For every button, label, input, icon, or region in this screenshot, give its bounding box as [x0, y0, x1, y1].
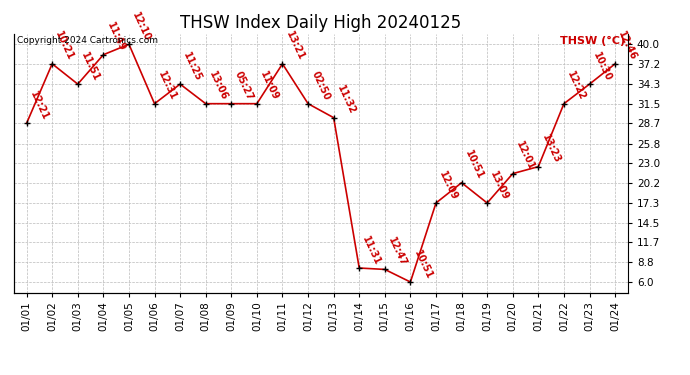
Text: 12:31: 12:31: [156, 70, 178, 102]
Text: 12:09: 12:09: [437, 169, 460, 202]
Text: Copyright 2024 Cartronics.com: Copyright 2024 Cartronics.com: [17, 36, 158, 45]
Text: 12:21: 12:21: [28, 90, 50, 122]
Title: THSW Index Daily High 20240125: THSW Index Daily High 20240125: [180, 14, 462, 32]
Text: 10:30: 10:30: [591, 50, 613, 83]
Text: 13:06: 13:06: [207, 70, 229, 102]
Text: 12:10: 12:10: [130, 10, 152, 43]
Text: 11:32: 11:32: [335, 84, 357, 116]
Text: 13:09: 13:09: [489, 169, 511, 202]
Text: THSW (°C): THSW (°C): [560, 36, 625, 46]
Text: 12:47: 12:47: [386, 236, 408, 268]
Text: 10:51: 10:51: [412, 248, 434, 280]
Text: 10:51: 10:51: [463, 149, 485, 182]
Text: 11:09: 11:09: [258, 70, 280, 102]
Text: 05:27: 05:27: [233, 70, 255, 102]
Text: 02:50: 02:50: [309, 70, 332, 102]
Text: 12:22: 12:22: [565, 70, 587, 102]
Text: 11:31: 11:31: [361, 234, 383, 267]
Text: 11:49: 11:49: [105, 21, 127, 53]
Text: 12:46: 12:46: [616, 30, 639, 62]
Text: 11:25: 11:25: [181, 50, 204, 83]
Text: 11:51: 11:51: [79, 50, 101, 83]
Text: 13:23: 13:23: [540, 133, 562, 165]
Text: 12:01: 12:01: [514, 140, 536, 172]
Text: 13:21: 13:21: [284, 30, 306, 62]
Text: 10:21: 10:21: [54, 30, 76, 62]
